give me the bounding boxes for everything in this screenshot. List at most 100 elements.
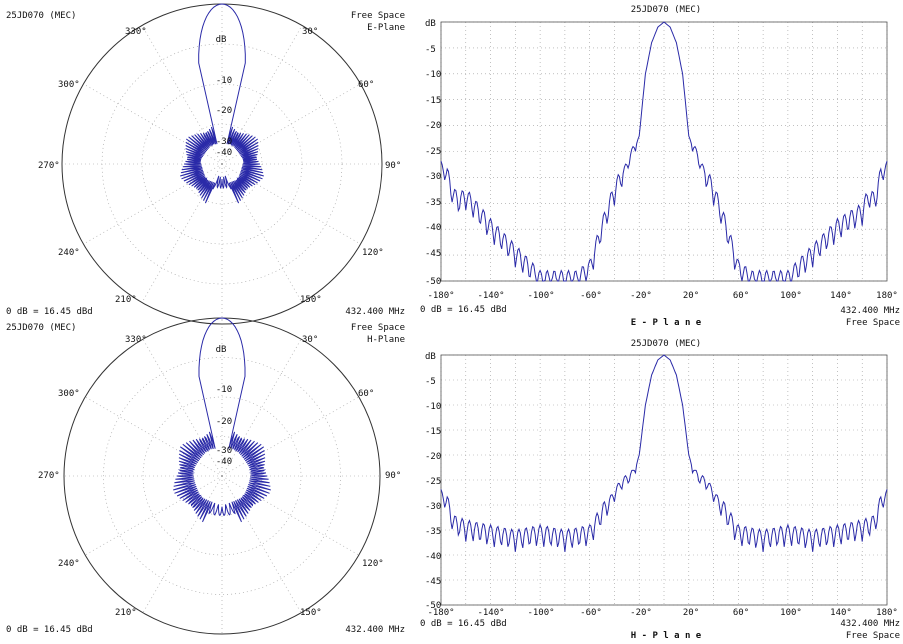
polar-e-spoke [83, 163, 223, 245]
polar-e-spoke [221, 25, 303, 165]
polar-e-spoke [221, 163, 303, 303]
cart-e-y-tick: -10 [425, 70, 441, 80]
polar-h-plane-label: H-Plane [367, 335, 405, 345]
cart-h-y-tick: -45 [425, 577, 441, 587]
cart-e-x-tick: -20° [630, 291, 652, 301]
cart-e-y-tick: dB [425, 19, 436, 29]
polar-e-ring-label: dB [216, 35, 227, 45]
polar-h-title: 25JD070 (MEC) [6, 323, 76, 333]
cart-h-x-tick: -140° [477, 608, 504, 618]
polar-e-ring-label: -30 [216, 137, 232, 147]
polar-h-angle-label: 60° [358, 389, 374, 399]
polar-h-ring-label: -10 [216, 385, 232, 395]
cart-h-x-tick: 180° [876, 608, 898, 618]
cart-e-xlabel: E - P l a n e [631, 318, 702, 328]
cart-h-x-tick: -100° [527, 608, 554, 618]
polar-e-angle-label: 240° [58, 248, 80, 258]
polar-h-angle-label: 210° [115, 608, 137, 618]
polar-e-angle-label: 150° [300, 295, 322, 305]
cart-e-y-tick: -20 [425, 121, 441, 131]
polar-e-pattern-trace [180, 3, 264, 204]
cart-h-x-tick: -60° [580, 608, 602, 618]
cart-h-reference: 0 dB = 16.45 dBd [420, 619, 507, 629]
polar-h-angle-label: 120° [362, 559, 384, 569]
cart-h-y-tick: -30 [425, 502, 441, 512]
cart-h-y-tick: -20 [425, 452, 441, 462]
polar-e-spoke [141, 25, 223, 165]
cart-e-plot-area [440, 21, 888, 282]
cart-e-y-tick: -15 [425, 96, 441, 106]
polar-e-spoke [221, 163, 361, 245]
polar-e-title: 25JD070 (MEC) [6, 11, 76, 21]
cartesian-h-plane-chart: 25JD070 (MEC) 0 dB = 16.45 dBd H - P l a… [420, 339, 900, 641]
cart-e-y-tick: -45 [425, 249, 441, 259]
cart-h-x-tick: 140° [830, 608, 852, 618]
polar-e-ring-label: -20 [216, 106, 232, 116]
polar-h-ring [103, 357, 341, 595]
cart-e-y-tick: -50 [425, 277, 441, 287]
cart-e-x-tick: -100° [527, 291, 554, 301]
cart-e-reference: 0 dB = 16.45 dBd [420, 305, 507, 315]
cart-e-y-tick: -30 [425, 172, 441, 182]
cart-h-y-tick: dB [425, 352, 436, 362]
cart-h-y-tick: -15 [425, 427, 441, 437]
cart-h-x-tick: 100° [780, 608, 802, 618]
cart-h-x-tick: -180° [427, 608, 454, 618]
polar-e-angle-label: 210° [115, 295, 137, 305]
polar-e-angle-label: 270° [38, 161, 60, 171]
cart-h-xlabel: H - P l a n e [631, 631, 702, 641]
polar-h-ring-label: dB [216, 345, 227, 355]
polar-h-pattern-trace [173, 317, 271, 523]
cart-e-x-tick: 60° [733, 291, 749, 301]
polar-h-frequency: 432.400 MHz [345, 625, 405, 635]
cart-e-title: 25JD070 (MEC) [631, 5, 701, 15]
polar-e-angle-label: 330° [125, 27, 147, 37]
polar-e-medium: Free Space [351, 11, 405, 21]
cart-e-y-tick: -5 [425, 45, 436, 55]
polar-e-angle-label: 60° [358, 80, 374, 90]
polar-e-plane-chart: 25JD070 (MEC) Free Space E-Plane 0 dB = … [6, 3, 405, 325]
cart-e-x-tick: 140° [830, 291, 852, 301]
cart-e-x-tick: 100° [780, 291, 802, 301]
polar-e-ring-label: -10 [216, 76, 232, 86]
cart-h-pattern-trace [440, 354, 888, 553]
cart-h-title: 25JD070 (MEC) [631, 339, 701, 349]
polar-h-angle-label: 330° [125, 335, 147, 345]
polar-h-angle-label: 30° [302, 335, 318, 345]
polar-e-frequency: 432.400 MHz [345, 307, 405, 317]
cart-e-x-tick: 20° [683, 291, 699, 301]
polar-h-angle-label: 300° [58, 389, 80, 399]
polar-e-plot-area [61, 3, 383, 325]
polar-e-reference: 0 dB = 16.45 dBd [6, 307, 93, 317]
polar-h-plane-chart: 25JD070 (MEC) Free Space H-Plane 0 dB = … [6, 317, 405, 635]
cart-e-medium: Free Space [846, 318, 900, 328]
polar-e-ring-label: -40 [216, 148, 232, 158]
polar-h-plot-area [63, 317, 381, 635]
polar-h-ring-label: -30 [216, 446, 232, 456]
cart-e-y-tick: -35 [425, 198, 441, 208]
cart-h-x-tick: -20° [630, 608, 652, 618]
cart-e-x-tick: -60° [580, 291, 602, 301]
polar-h-angle-label: 240° [58, 559, 80, 569]
cart-e-y-tick: -25 [425, 147, 441, 157]
cart-e-pattern-trace [440, 21, 888, 282]
polar-e-angle-label: 300° [58, 80, 80, 90]
polar-h-angle-label: 90° [385, 471, 401, 481]
cart-h-y-tick: -25 [425, 477, 441, 487]
cart-h-y-tick: -50 [425, 601, 441, 611]
polar-e-angle-label: 30° [302, 27, 318, 37]
polar-e-spoke [141, 163, 223, 303]
polar-h-reference: 0 dB = 16.45 dBd [6, 625, 93, 635]
polar-h-ring-label: -40 [216, 457, 232, 467]
cart-e-x-tick: -180° [427, 291, 454, 301]
cart-e-x-tick: 180° [876, 291, 898, 301]
cart-e-x-tick: -140° [477, 291, 504, 301]
polar-e-angle-label: 90° [385, 161, 401, 171]
cart-h-y-tick: -10 [425, 402, 441, 412]
cart-h-y-tick: -35 [425, 527, 441, 537]
cart-h-y-tick: -5 [425, 377, 436, 387]
cart-h-y-tick: -40 [425, 552, 441, 562]
cart-h-x-tick: 60° [733, 608, 749, 618]
